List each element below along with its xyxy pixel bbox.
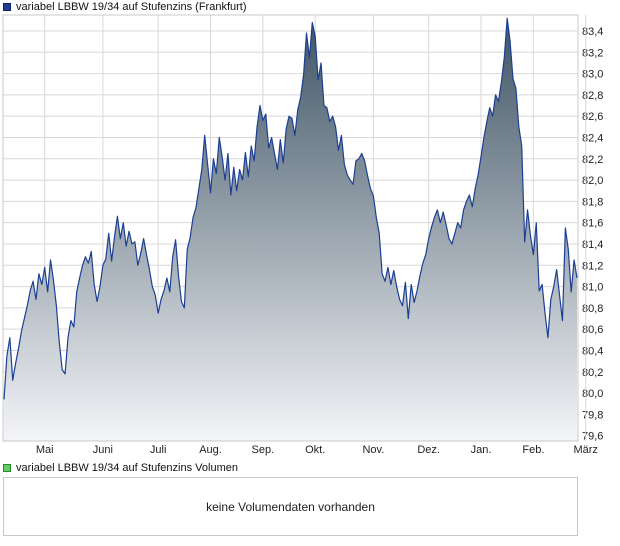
y-tick-label: 81,4	[582, 239, 603, 251]
volume-legend-label: variabel LBBW 19/34 auf Stufenzins Volum…	[16, 462, 238, 474]
x-tick-label: Mai	[36, 444, 54, 456]
price-line	[3, 17, 578, 400]
volume-legend: variabel LBBW 19/34 auf Stufenzins Volum…	[3, 461, 238, 475]
y-tick-label: 83,2	[582, 47, 603, 59]
y-tick-label: 80,8	[582, 303, 603, 315]
price-area	[4, 18, 577, 441]
y-tick-label: 81,0	[582, 282, 603, 294]
y-tick-label: 80,4	[582, 345, 603, 357]
y-tick-label: 80,2	[582, 367, 603, 379]
y-tick-label: 82,0	[582, 175, 603, 187]
x-tick-label: Juli	[150, 444, 167, 456]
y-tick-label: 82,4	[582, 132, 603, 144]
y-tick-label: 81,8	[582, 196, 603, 208]
y-tick-label: 79,8	[582, 409, 603, 421]
y-tick-label: 82,6	[582, 111, 603, 123]
price-legend-label: variabel LBBW 19/34 auf Stufenzins (Fran…	[16, 1, 247, 13]
price-legend-swatch	[3, 3, 11, 11]
plot-frame	[2, 14, 579, 442]
y-tick-label: 83,0	[582, 69, 603, 81]
price-legend: variabel LBBW 19/34 auf Stufenzins (Fran…	[3, 0, 247, 14]
no-volume-message: keine Volumendaten vorhanden	[206, 499, 375, 514]
y-tick-label: 82,2	[582, 154, 603, 166]
x-tick-label: März	[573, 444, 597, 456]
y-tick-label: 80,0	[582, 388, 603, 400]
y-tick-label: 80,6	[582, 324, 603, 336]
x-tick-label: Jan.	[471, 444, 492, 456]
x-tick-label: Juni	[93, 444, 113, 456]
volume-legend-swatch	[3, 464, 11, 472]
x-tick-label: Nov.	[362, 444, 384, 456]
y-tick-label: 82,8	[582, 90, 603, 102]
y-tick-label: 83,4	[582, 26, 603, 38]
volume-panel: keine Volumendaten vorhanden	[3, 477, 578, 536]
x-tick-label: Dez.	[417, 444, 440, 456]
x-tick-label: Okt.	[305, 444, 325, 456]
x-tick-label: Feb.	[522, 444, 544, 456]
y-tick-label: 81,2	[582, 260, 603, 272]
x-tick-label: Aug.	[199, 444, 222, 456]
y-tick-label: 81,6	[582, 218, 603, 230]
x-tick-label: Sep.	[252, 444, 275, 456]
price-chart: 79,6 79,8 80,0 80,2 80,4 80,6 80,8 81,0 81,2 81,4…	[2, 14, 603, 456]
y-tick-label: 79,6	[582, 431, 603, 443]
